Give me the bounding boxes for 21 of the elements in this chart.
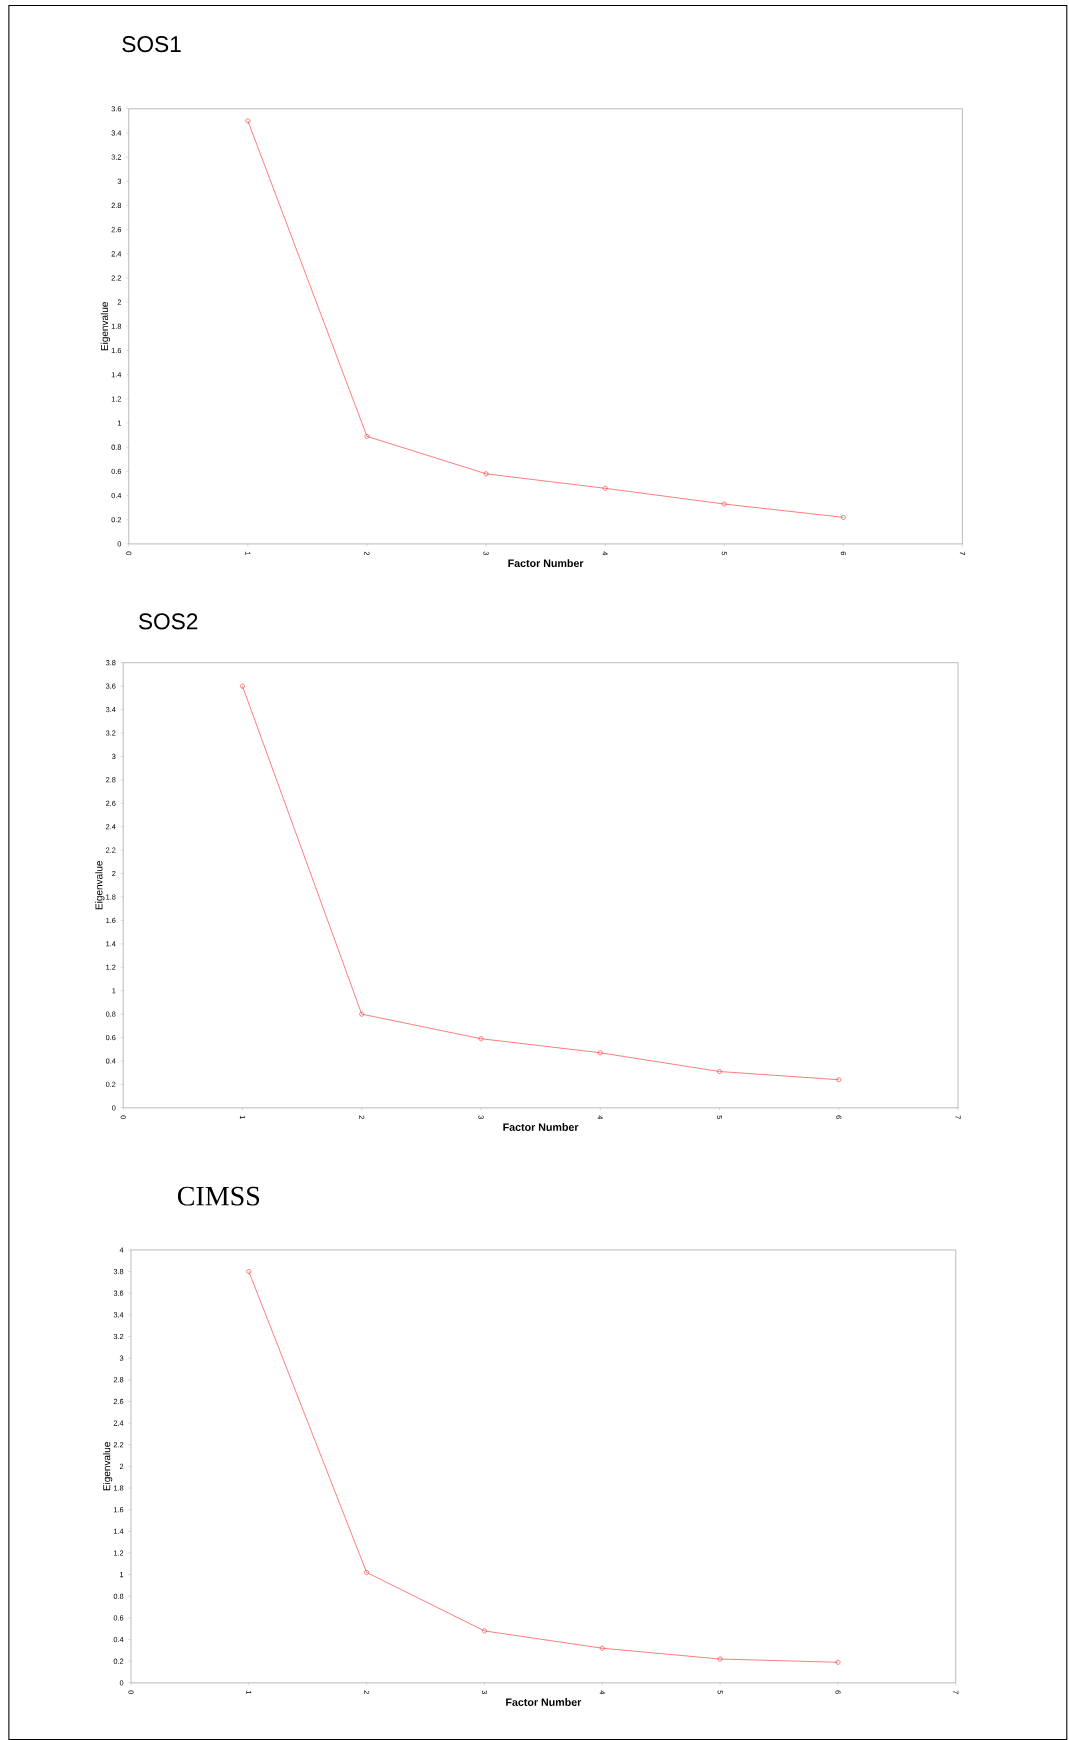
point (478, 1036, 484, 1042)
y-axis-title: Eigenvalue (102, 1442, 113, 1491)
y-axis-title: Eigenvalue (100, 302, 111, 351)
point (359, 1011, 365, 1017)
chart-title: SOS2 (138, 613, 198, 630)
x-axis-title: Factor Number (508, 559, 584, 568)
point (481, 1628, 487, 1634)
chart-title: CIMSS (177, 1186, 260, 1206)
point (483, 471, 489, 477)
point (717, 1069, 722, 1074)
point (602, 485, 608, 491)
point (364, 1569, 370, 1575)
point (597, 1050, 603, 1056)
x-axis-title: Factor Number (503, 1123, 579, 1131)
point (364, 433, 370, 439)
point (717, 1656, 723, 1662)
point (599, 1645, 605, 1651)
chart-title: SOS1 (122, 36, 181, 53)
y-axis-title: Eigenvalue (95, 860, 105, 910)
point (721, 501, 727, 507)
x-axis-title: Factor Number (506, 1698, 582, 1706)
